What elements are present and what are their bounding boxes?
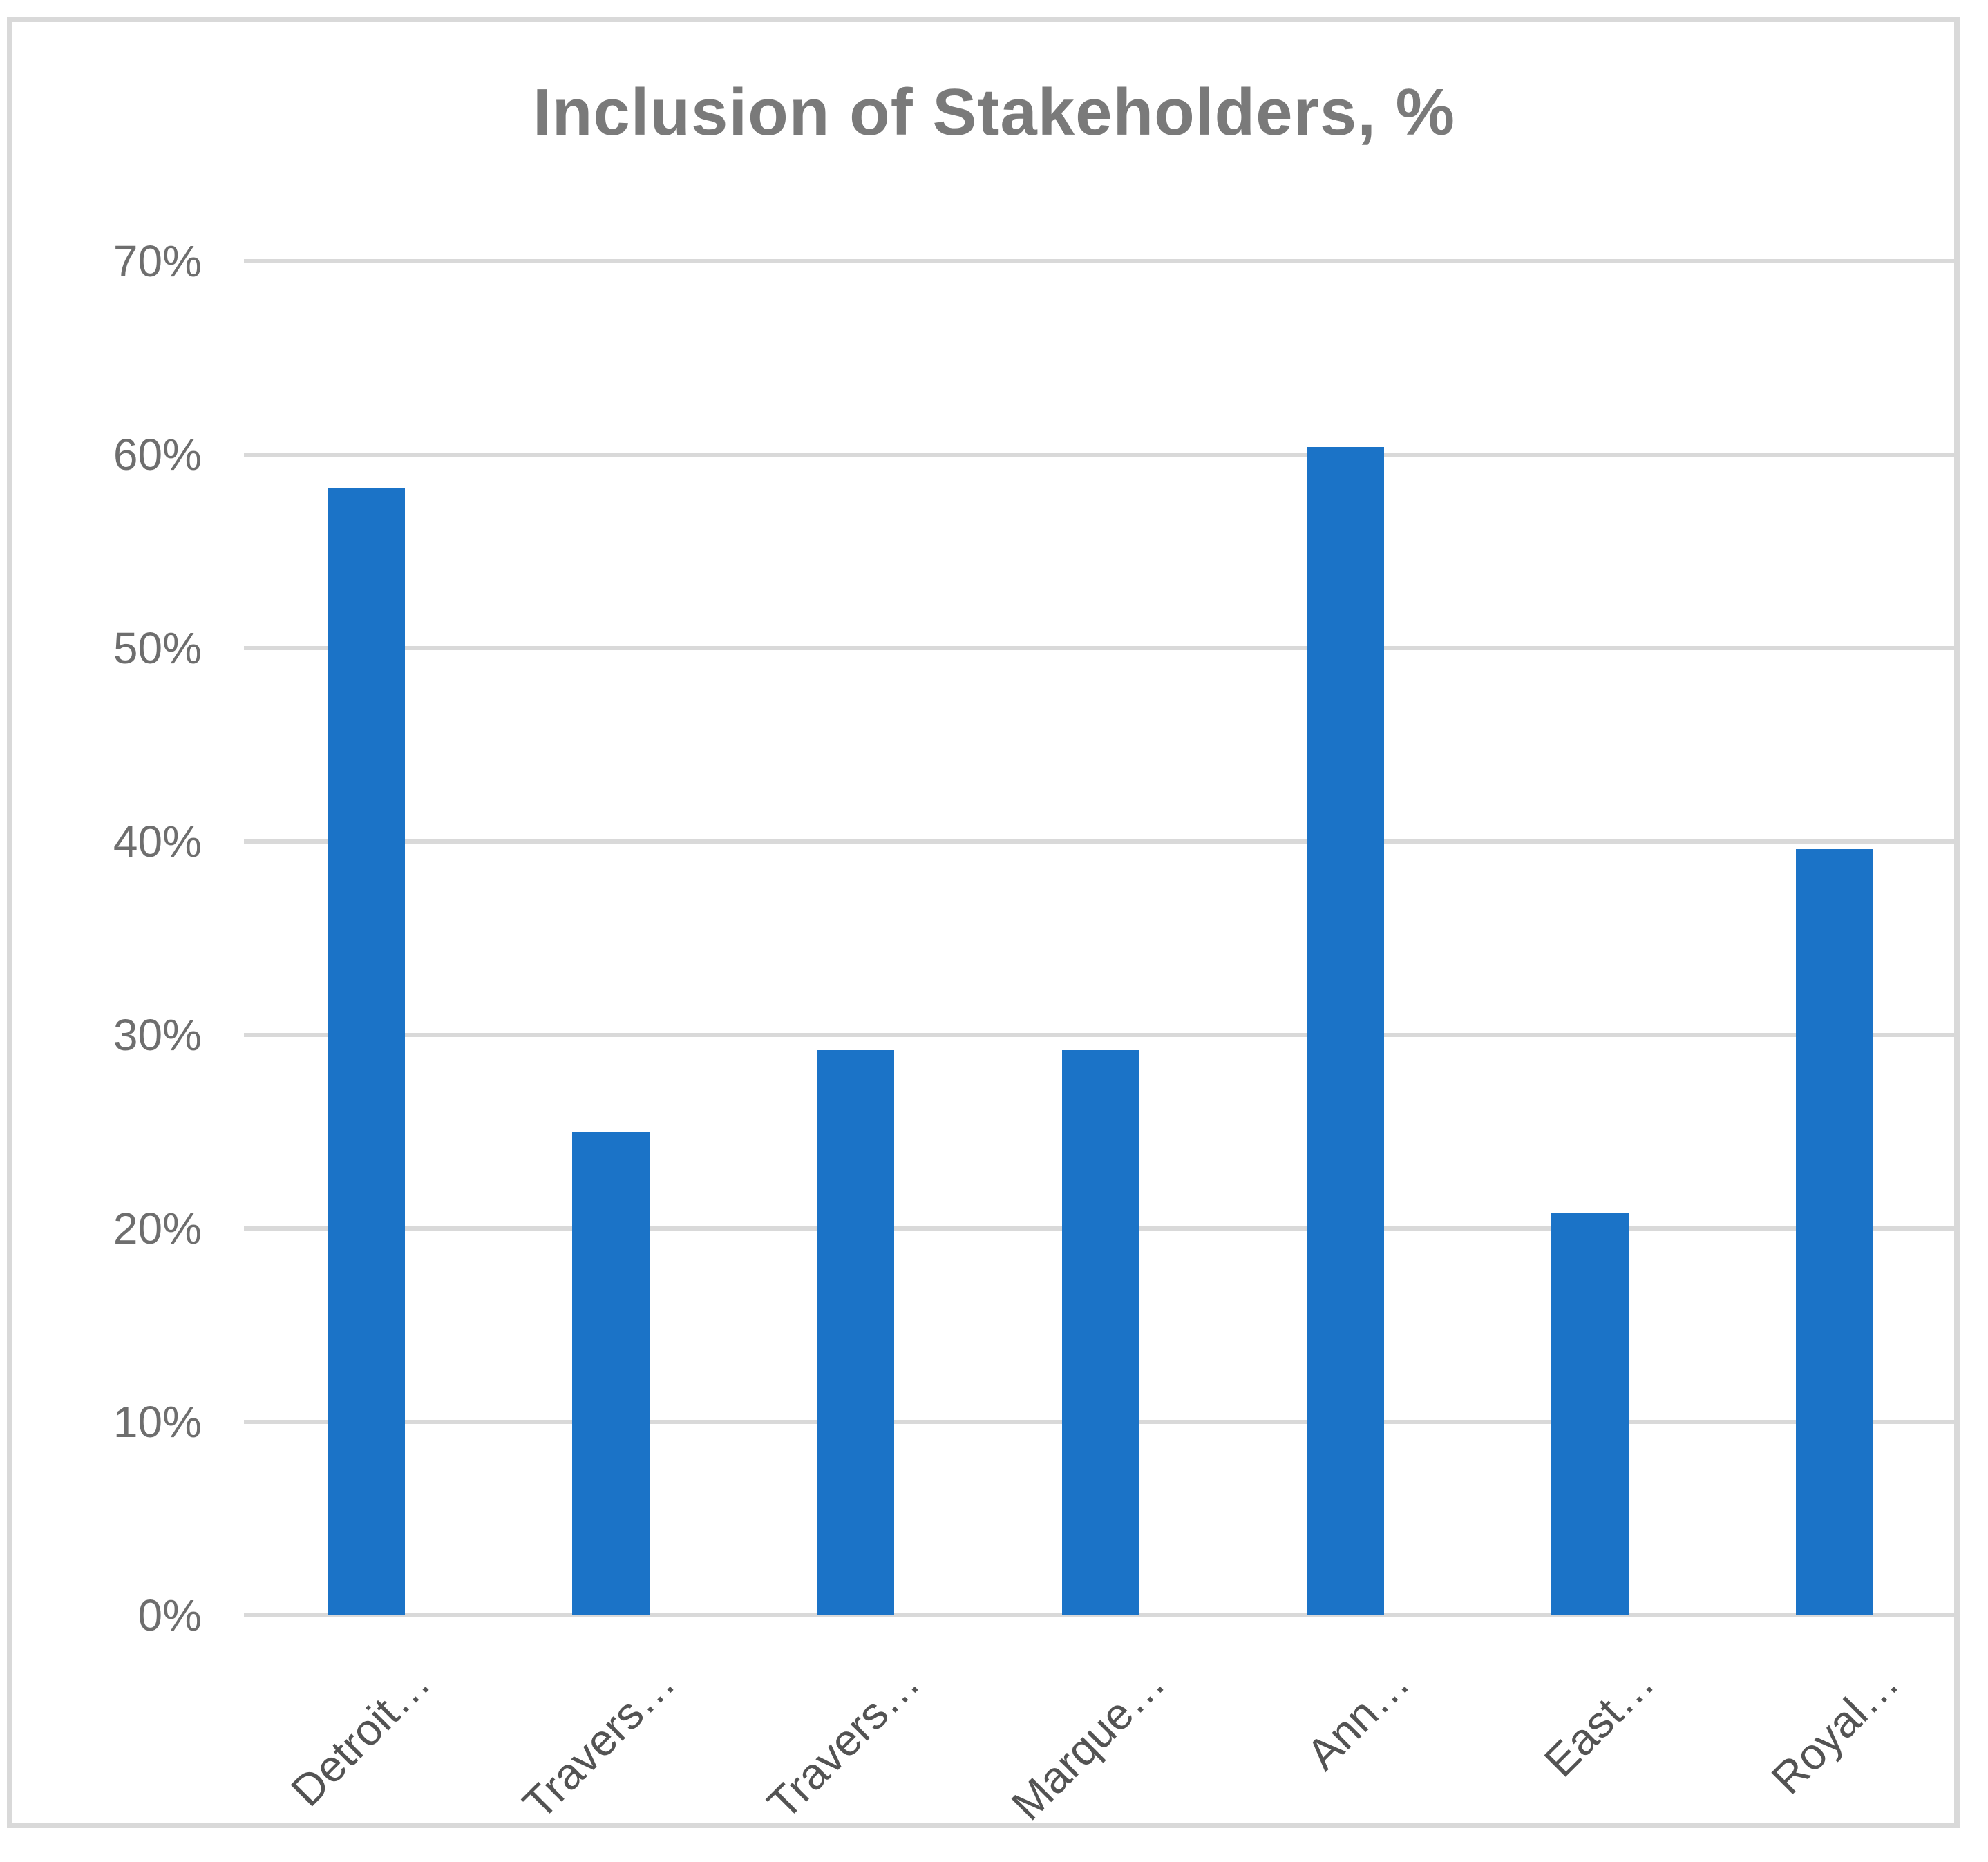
chart-border xyxy=(7,17,1960,1828)
y-axis-tick-label: 40% xyxy=(113,817,202,866)
bar-5 xyxy=(1306,446,1384,1615)
y-axis-tick-label: 50% xyxy=(113,623,202,673)
gridline-0 xyxy=(244,1613,1957,1617)
bar-1 xyxy=(328,487,406,1615)
gridline-40 xyxy=(244,839,1957,844)
gridline-70 xyxy=(244,259,1957,263)
bar-7 xyxy=(1795,849,1873,1615)
chart-title: Inclusion of Stakeholders, % xyxy=(533,75,1455,149)
y-axis-tick-label: 70% xyxy=(113,236,202,286)
y-axis-tick-label: 10% xyxy=(113,1397,202,1447)
bar-4 xyxy=(1061,1050,1139,1615)
bar-3 xyxy=(817,1050,895,1615)
y-axis-tick-label: 30% xyxy=(113,1010,202,1060)
bar-6 xyxy=(1551,1213,1629,1615)
gridline-60 xyxy=(244,453,1957,457)
y-axis-tick-label: 60% xyxy=(113,430,202,479)
gridline-30 xyxy=(244,1033,1957,1037)
y-axis-tick-label: 0% xyxy=(138,1590,202,1640)
bar-2 xyxy=(572,1132,650,1615)
y-axis-tick-label: 20% xyxy=(113,1204,202,1253)
gridline-50 xyxy=(244,646,1957,650)
